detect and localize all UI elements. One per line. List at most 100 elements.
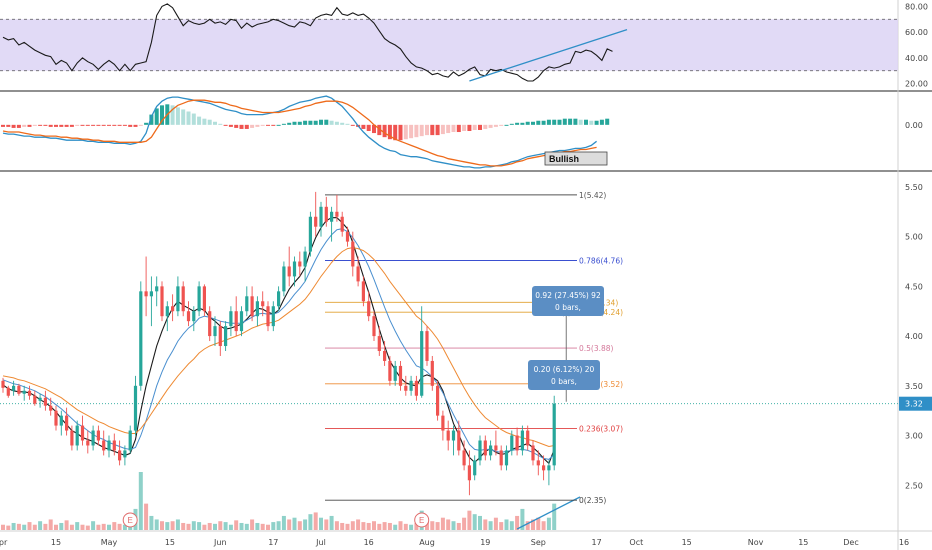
macd-histogram-bar	[313, 120, 318, 125]
volume-bar	[91, 521, 96, 530]
bullish-label: Bullish	[549, 154, 579, 164]
macd-histogram-bar	[276, 124, 281, 126]
time-axis-label: Jul	[315, 538, 326, 547]
macd-histogram-bar	[584, 119, 588, 125]
macd-histogram-bar	[334, 121, 339, 125]
candle-body	[356, 266, 360, 282]
macd-histogram-bar	[117, 124, 122, 126]
macd-histogram-bar	[38, 124, 43, 126]
volume-bar	[462, 517, 467, 530]
volume-bar	[493, 517, 498, 530]
current-price-badge	[899, 396, 932, 411]
macd-histogram-bar	[440, 124, 445, 135]
volume-bar	[403, 523, 408, 530]
volume-bar	[32, 524, 37, 530]
macd-histogram-bar	[387, 124, 392, 140]
candle-body	[457, 430, 461, 451]
volume-bar	[350, 521, 355, 530]
candle-body	[176, 286, 180, 312]
macd-signal-line	[2, 99, 597, 167]
volume-bar	[186, 523, 191, 530]
candle-body	[192, 311, 196, 322]
volume-bar	[75, 522, 80, 530]
volume-bar	[170, 521, 175, 530]
volume-bar	[430, 521, 435, 530]
candle-body	[536, 460, 540, 466]
macd-histogram-bar	[128, 124, 133, 127]
macd-histogram-bar	[589, 120, 594, 125]
macd-histogram-bar	[181, 109, 186, 125]
candle-body	[133, 385, 138, 431]
macd-histogram-bar	[488, 124, 493, 128]
candle-body	[266, 306, 270, 327]
candle-body	[494, 445, 498, 451]
volume-bar	[372, 521, 376, 530]
macd-histogram-bar	[329, 120, 334, 125]
volume-bar	[488, 521, 493, 530]
volume-bar	[541, 521, 546, 530]
volume-bar	[165, 522, 170, 530]
candle-body	[239, 311, 244, 332]
volume-bar	[281, 515, 286, 530]
macd-histogram-bar	[578, 119, 583, 125]
macd-histogram-bar	[366, 124, 371, 131]
volume-bar	[122, 524, 127, 530]
macd-histogram-bar	[223, 124, 228, 126]
macd-histogram-bar	[234, 124, 239, 128]
moving-average-line	[2, 217, 555, 465]
candle-body	[155, 286, 159, 292]
candle-body	[510, 435, 514, 451]
candle-body	[144, 291, 148, 297]
macd-histogram-bar	[594, 120, 599, 125]
macd-histogram-bar	[191, 113, 196, 125]
volume-bar	[27, 522, 32, 530]
candle-body	[367, 301, 371, 317]
macd-histogram-bar	[509, 123, 514, 125]
volume-bar	[175, 519, 180, 530]
time-axis-label: 15	[51, 538, 61, 547]
candle-body	[393, 365, 397, 381]
volume-bar	[414, 522, 419, 530]
candle-body	[139, 291, 143, 386]
macd-histogram-bar	[112, 124, 117, 126]
candle-body	[27, 390, 32, 396]
candle-body	[446, 430, 450, 441]
macd-histogram-bar	[456, 124, 461, 133]
volume-bar	[255, 522, 260, 530]
volume-bar	[117, 523, 122, 530]
volume-bar	[546, 517, 551, 530]
measure-box-bars: 0 bars,	[551, 377, 577, 386]
volume-bar	[144, 503, 149, 530]
candle-body	[388, 360, 392, 381]
macd-histogram-bar	[122, 124, 127, 126]
volume-bar	[96, 524, 101, 530]
macd-histogram-bar	[101, 124, 106, 126]
candle-body	[271, 306, 275, 327]
volume-bar	[149, 515, 154, 530]
price-tick-label: 4.50	[905, 282, 923, 291]
rsi-tick-label: 60.00	[905, 28, 928, 37]
candle-body	[234, 311, 238, 332]
macd-line	[2, 95, 597, 169]
time-axis-label: 16	[364, 538, 374, 547]
volume-bar	[303, 519, 308, 530]
candle-body	[287, 266, 291, 277]
volume-bar	[202, 524, 207, 530]
volume-bar	[324, 519, 329, 530]
price-tick-label: 3.00	[905, 432, 923, 441]
volume-bar	[59, 522, 64, 530]
macd-histogram-bar	[54, 124, 58, 127]
macd-histogram-bar	[48, 124, 53, 127]
macd-histogram-bar	[91, 124, 96, 126]
candle-body	[404, 385, 408, 391]
macd-histogram-bar	[552, 119, 557, 125]
candle-body	[6, 387, 10, 396]
measure-box	[528, 360, 600, 390]
candle-body	[70, 430, 74, 446]
macd-histogram-bar	[345, 123, 350, 125]
macd-histogram-bar	[244, 124, 249, 129]
macd-histogram-bar	[281, 123, 286, 125]
macd-histogram-bar	[435, 124, 440, 136]
candle-body	[107, 440, 111, 451]
